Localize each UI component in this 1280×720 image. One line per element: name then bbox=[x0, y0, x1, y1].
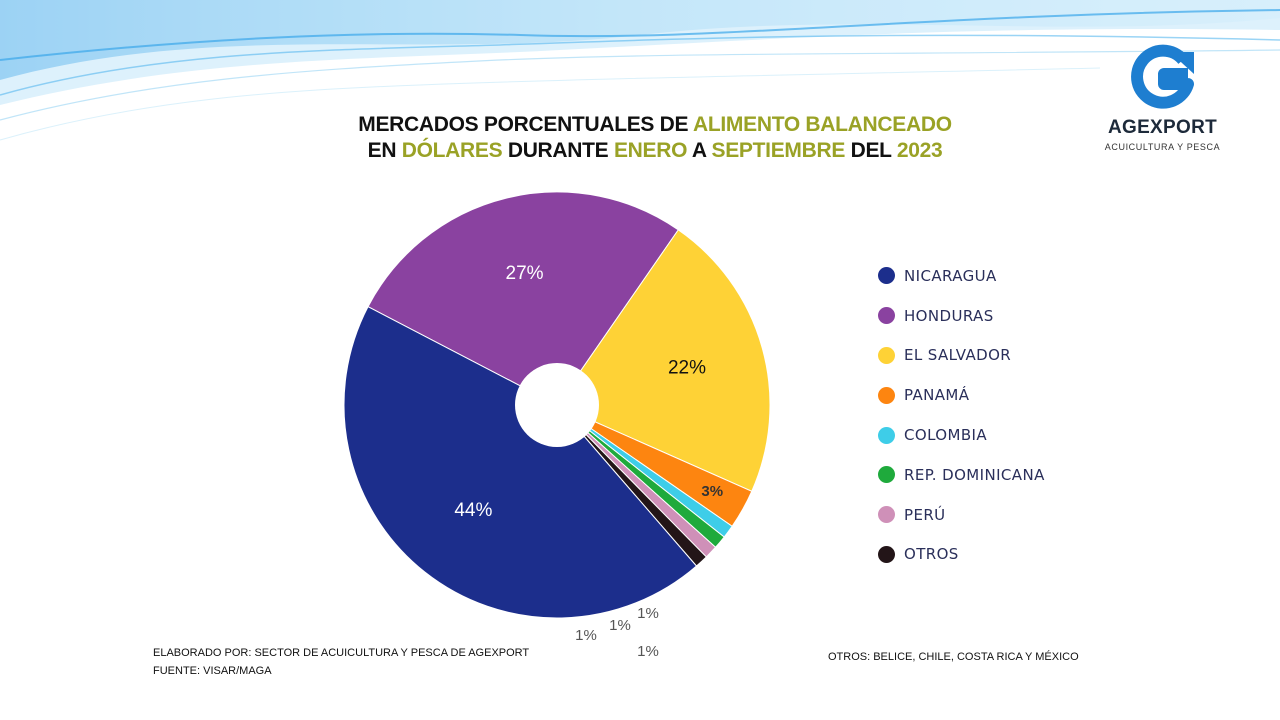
chart-title: MERCADOS PORCENTUALES DE ALIMENTO BALANC… bbox=[300, 112, 1010, 164]
title-segment: ENERO bbox=[613, 139, 688, 162]
legend-item: COLOMBIA bbox=[878, 415, 1045, 455]
legend-item: HONDURAS bbox=[878, 296, 1045, 336]
title-segment: DURANTE bbox=[502, 139, 614, 162]
legend-swatch bbox=[878, 506, 895, 524]
legend-swatch bbox=[878, 346, 895, 364]
legend-label: EL SALVADOR bbox=[904, 346, 1012, 365]
legend-label: HONDURAS bbox=[904, 306, 994, 325]
footer-credit: ELABORADO POR: SECTOR DE ACUICULTURA Y P… bbox=[153, 647, 530, 659]
legend-item: NICARAGUA bbox=[878, 256, 1045, 296]
chart-title-line-1: MERCADOS PORCENTUALES DE ALIMENTO BALANC… bbox=[300, 112, 1010, 138]
legend-item: PANAMÁ bbox=[878, 375, 1045, 415]
legend-swatch bbox=[878, 307, 895, 325]
logo-brand: AGEXPORT bbox=[1107, 117, 1218, 138]
legend-label: COLOMBIA bbox=[904, 426, 988, 445]
legend-swatch bbox=[878, 386, 895, 404]
pie-center-hole bbox=[515, 363, 599, 447]
agexport-logo: AGEXPORT ACUICULTURA Y PESCA bbox=[1100, 44, 1225, 152]
legend-label: PERÚ bbox=[904, 505, 946, 524]
chart-legend: NICARAGUA HONDURAS EL SALVADOR PANAMÁ COLOMB… bbox=[878, 256, 1045, 574]
title-segment: DÓLARES bbox=[401, 139, 503, 162]
legend-item: OTROS bbox=[878, 535, 1045, 575]
legend-swatch bbox=[878, 267, 895, 285]
title-segment: A bbox=[687, 139, 712, 162]
pie-data-label: 22% bbox=[668, 357, 706, 378]
pie-data-label: 1% bbox=[575, 627, 597, 644]
title-segment: 2023 bbox=[896, 139, 943, 162]
pie-slice-honduras bbox=[367, 191, 679, 406]
title-segment: DEL bbox=[845, 139, 897, 162]
agexport-g-icon bbox=[1130, 44, 1194, 109]
footer-others-note: OTROS: BELICE, CHILE, COSTA RICA Y MÉXIC… bbox=[828, 651, 1079, 663]
legend-item: EL SALVADOR bbox=[878, 336, 1045, 376]
decorative-waves bbox=[0, 0, 1280, 141]
footer-source: FUENTE: VISAR/MAGA bbox=[153, 665, 272, 677]
pie-slice-el-salvador bbox=[556, 229, 771, 492]
legend-swatch bbox=[878, 545, 895, 563]
legend-item: REP. DOMINICANA bbox=[878, 455, 1045, 495]
legend-label: PANAMÁ bbox=[904, 386, 970, 405]
legend-label: NICARAGUA bbox=[904, 266, 997, 285]
pie-data-label: 1% bbox=[609, 617, 631, 634]
pie-data-label: 27% bbox=[506, 263, 544, 284]
pie-slice-nicaragua bbox=[343, 305, 698, 619]
legend-swatch bbox=[878, 426, 895, 444]
pie-data-label: 1% bbox=[637, 643, 659, 660]
legend-label: OTROS bbox=[904, 545, 959, 564]
title-segment: EN bbox=[367, 139, 402, 162]
logo-subtitle: ACUICULTURA Y PESCA bbox=[1104, 142, 1221, 152]
legend-item: PERÚ bbox=[878, 495, 1045, 535]
legend-swatch bbox=[878, 466, 895, 484]
chart-title-line-2: EN DÓLARES DURANTE ENERO A SEPTIEMBRE DE… bbox=[300, 138, 1010, 164]
title-segment: SEPTIEMBRE bbox=[711, 139, 846, 162]
pie-data-label: 1% bbox=[637, 605, 659, 622]
title-segment: MERCADOS PORCENTUALES DE bbox=[358, 113, 693, 136]
pie-data-label: 3% bbox=[701, 483, 723, 500]
pie-data-label: 44% bbox=[454, 500, 492, 521]
title-segment: ALIMENTO BALANCEADO bbox=[693, 113, 952, 136]
legend-label: REP. DOMINICANA bbox=[904, 465, 1045, 484]
